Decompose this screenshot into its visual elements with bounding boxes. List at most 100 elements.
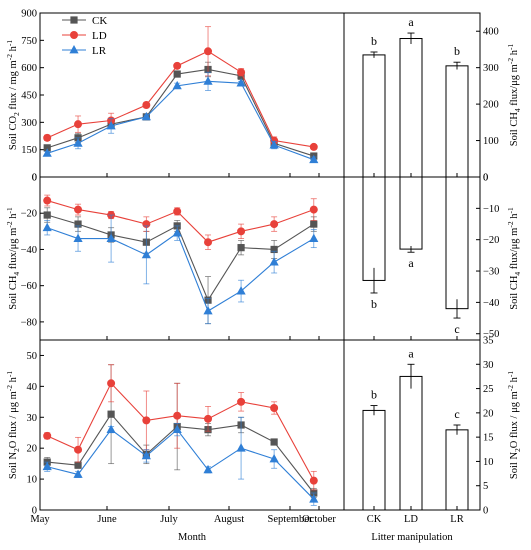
ylabel-part: -2 [5, 54, 14, 60]
point-LD [142, 101, 151, 110]
point-LR [141, 249, 151, 259]
y-tick-label: −30 [483, 267, 499, 278]
ylabel-part: -1 [506, 207, 515, 213]
point-CK [74, 220, 82, 228]
line-panel-1: −80 −60 −40 −20 0 [21, 173, 320, 340]
y-tick-label: 0 [483, 173, 488, 184]
point-LR [269, 140, 279, 149]
point-LD [237, 227, 246, 236]
point-LR [236, 286, 246, 295]
x-tick-label-September: September [268, 514, 313, 525]
y-axis-label-left-0: Soil CO2 flux / mg m-2 h-1 [5, 40, 21, 150]
point-CK [43, 144, 51, 152]
ylabel-part: flux/μg m [509, 228, 520, 272]
point-LR [269, 454, 279, 463]
ylabel-part: Soil CH [509, 112, 520, 147]
point-LR [172, 228, 182, 237]
ylabel-part: h [509, 213, 520, 222]
ylabel-part: h [509, 376, 520, 385]
ylabel-part: Soil N [8, 452, 19, 480]
point-LR [42, 461, 52, 471]
ylabel-part: Soil CH [8, 275, 19, 310]
ylabel-part: Soil CO [8, 116, 19, 151]
y-tick-label: −60 [21, 281, 37, 292]
point-LR [73, 469, 83, 478]
point-LR [309, 233, 319, 242]
point-LR [269, 257, 279, 266]
point-LD [43, 431, 52, 440]
y-tick-label: −40 [483, 298, 499, 309]
point-LR [106, 120, 116, 130]
ylabel-part: h [8, 213, 19, 222]
point-LR [73, 138, 83, 147]
point-CK [270, 245, 278, 254]
y-axis-label-left-1: Soil CH4 flux/μg m-2 h-1 [5, 207, 21, 310]
significance-letter: b [371, 297, 377, 311]
y-tick-label: −20 [483, 235, 499, 246]
point-LD [270, 404, 279, 412]
point-LR [203, 306, 213, 315]
point-CK [43, 211, 51, 219]
point-LD [237, 397, 246, 406]
y-axis-label-right-2: Soil N2O flux / μg m-2 h-1 [506, 371, 522, 479]
point-LD [237, 68, 246, 77]
y-tick-label: 100 [483, 136, 499, 147]
significance-letter: c [454, 407, 459, 421]
point-LD [43, 196, 52, 205]
bar-LR [445, 65, 469, 178]
ylabel-part: -1 [5, 40, 14, 46]
ylabel-part: flux/μg m [8, 228, 19, 272]
y-tick-label: −80 [21, 317, 37, 328]
ylabel-part: -1 [5, 371, 14, 377]
bar-panel-1: −50 −40 −30 −20 −10 0 b a c [362, 173, 499, 340]
point-LR [106, 424, 116, 434]
y-tick-label: 200 [483, 100, 499, 111]
point-LD [142, 416, 151, 425]
y-tick-label: 10 [483, 457, 494, 468]
ylabel-part: -2 [506, 385, 515, 391]
ylabel-part: 4 [513, 272, 522, 276]
y-tick-label: 750 [21, 36, 37, 47]
legend-marker-LR [69, 45, 79, 54]
y-tick-label: 30 [27, 413, 38, 424]
significance-letter: b [371, 388, 377, 402]
line-panel-2: 0 10 20 30 40 50 [27, 351, 320, 517]
y-tick-label: −20 [21, 209, 37, 220]
ylabel-part: h [8, 45, 19, 54]
y-tick-label: 0 [32, 506, 37, 517]
point-LR [172, 424, 182, 434]
point-LR [203, 76, 213, 85]
y-tick-label: 300 [21, 118, 37, 129]
legend-marker-LD [70, 31, 78, 39]
point-LD [173, 411, 182, 420]
point-LD [204, 47, 213, 56]
significance-letter: b [454, 44, 460, 58]
ylabel-part: -2 [506, 58, 515, 64]
x-axis-title: Month [178, 532, 207, 543]
legend-marker-CK [70, 16, 78, 24]
y-axis-label-right-1: Soil CH4 flux/μg m-2 h-1 [506, 207, 522, 310]
ylabel-part: Soil N [509, 452, 520, 480]
x-tick-label-May: May [30, 514, 50, 525]
ylabel-part: 2 [12, 112, 21, 116]
legend-label-LR: LR [92, 45, 107, 57]
bar-CK [362, 54, 386, 178]
point-CK [74, 461, 82, 469]
ylabel-part: -1 [506, 371, 515, 377]
bar-x-axis-title: Litter manipulation [371, 532, 453, 543]
significance-letter: c [454, 322, 459, 336]
x-tick-label-July: July [160, 514, 178, 525]
point-CK [270, 438, 278, 446]
ylabel-part: 4 [513, 108, 522, 112]
ylabel-part: 2 [12, 448, 21, 452]
y-tick-label: 50 [27, 351, 38, 362]
y-tick-label: 20 [483, 408, 494, 419]
panel-frame-left-2 [39, 339, 345, 511]
point-LD [173, 207, 182, 216]
ylabel-part: 4 [12, 272, 21, 276]
point-LR [73, 233, 83, 242]
legend-label-LD: LD [92, 30, 107, 42]
legend-label-CK: CK [92, 15, 107, 27]
ylabel-part: Soil CH [509, 275, 520, 310]
